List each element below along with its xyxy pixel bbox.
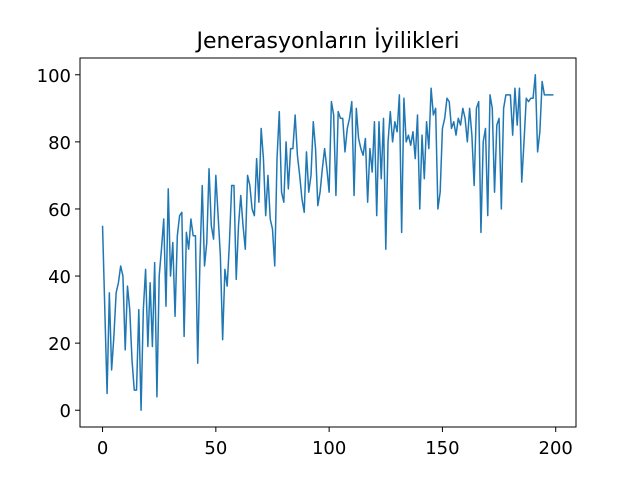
x-tick-label: 200 bbox=[539, 438, 573, 459]
y-tick-label: 80 bbox=[48, 133, 71, 154]
x-tick-label: 100 bbox=[312, 438, 346, 459]
x-tick-label: 150 bbox=[425, 438, 459, 459]
plot-frame bbox=[79, 57, 577, 428]
line-series bbox=[101, 74, 554, 411]
x-tick-label: 0 bbox=[97, 438, 108, 459]
x-tick-label: 50 bbox=[204, 438, 227, 459]
y-tick-label: 100 bbox=[37, 66, 71, 87]
y-tick-label: 40 bbox=[48, 267, 71, 288]
y-tick-label: 20 bbox=[48, 334, 71, 355]
chart-title: Jenerasyonların İyilikleri bbox=[195, 28, 460, 54]
y-tick-label: 60 bbox=[48, 200, 71, 221]
y-tick-label: 0 bbox=[60, 401, 71, 422]
